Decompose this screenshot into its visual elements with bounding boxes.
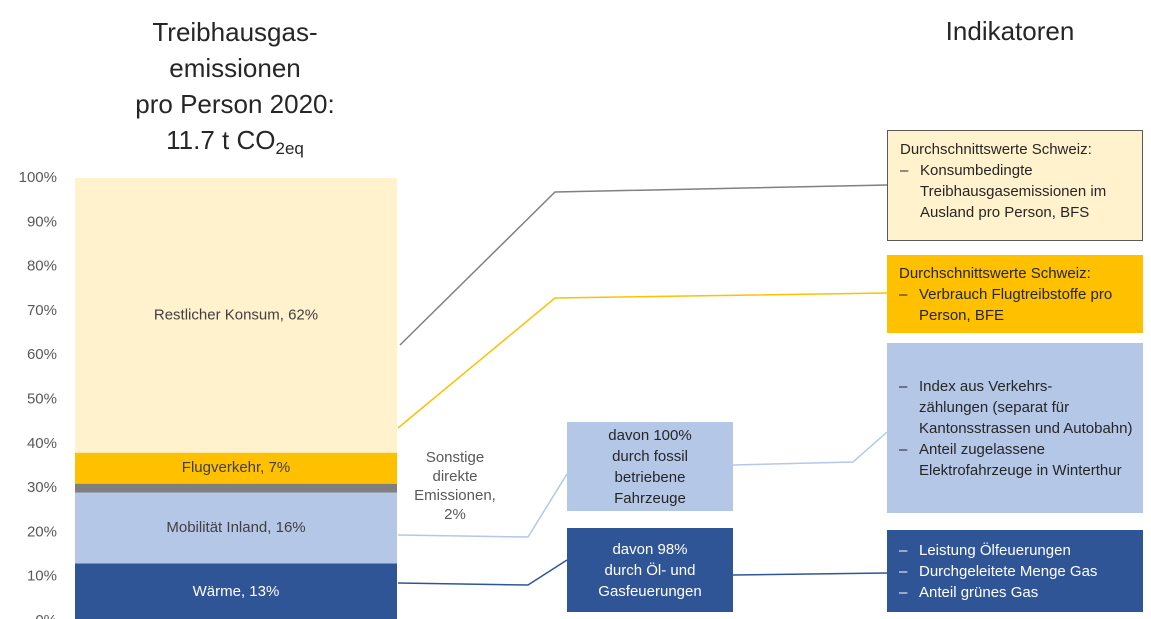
item-list: Index aus Verkehrs- zählungen (separat f… <box>899 376 1133 481</box>
note-box: davon 100% durch fossil betriebene Fahrz… <box>567 422 733 511</box>
item-list: Leistung ÖlfeuerungenDurchgeleitete Meng… <box>899 540 1097 603</box>
y-tick-label: 90% <box>27 213 57 230</box>
indicator-box: Durchschnittswerte Schweiz: Verbrauch Flu… <box>887 255 1143 333</box>
bar-segment <box>75 483 397 493</box>
chart-title: Treibhausgas- emissionen pro Person 2020… <box>90 14 380 167</box>
y-tick-label: 70% <box>27 302 57 319</box>
value-label: Sonstige direkte Emissionen, 2% <box>414 449 496 523</box>
value-label: Wärme, 13% <box>193 583 280 600</box>
y-tick-label: 0% <box>35 612 57 619</box>
bar-segment <box>75 452 397 484</box>
connector <box>397 559 568 586</box>
box-content: Index aus Verkehrs- zählungen (separat f… <box>899 376 1133 481</box>
y-tick-label: 50% <box>27 390 57 407</box>
list-item: Leistung Ölfeuerungen <box>899 540 1097 561</box>
connector <box>732 572 888 576</box>
value-label: Mobilität Inland, 16% <box>166 519 305 536</box>
note-box: davon 98% durch Öl- und Gasfeuerungen <box>567 528 733 612</box>
indicator-box: Durchschnittswerte Schweiz: Konsumbedingt… <box>887 130 1143 241</box>
box-heading: Durchschnittswerte Schweiz: <box>900 141 1092 158</box>
connector <box>732 431 888 466</box>
list-item: Index aus Verkehrs- zählungen (separat f… <box>899 376 1133 439</box>
value-label: Restlicher Konsum, 62% <box>154 306 318 323</box>
connector <box>397 292 888 429</box>
y-tick-label: 20% <box>27 523 57 540</box>
y-tick-label: 60% <box>27 346 57 363</box>
list-item: Konsumbedingte Treibhausgasemissionen im… <box>900 160 1132 223</box>
item-list: Konsumbedingte Treibhausgasemissionen im… <box>900 160 1132 223</box>
box-content: Durchschnittswerte Schweiz: Verbrauch Flu… <box>899 263 1133 326</box>
connectors <box>397 184 888 586</box>
item-list: Verbrauch Flugtreibstoffe pro Person, BF… <box>899 284 1133 326</box>
list-item: Durchgeleitete Menge Gas <box>899 561 1097 582</box>
connector <box>397 473 568 538</box>
title-subscript: 2eq <box>275 139 304 158</box>
value-label: Flugverkehr, 7% <box>182 459 290 476</box>
indicator-box: Leistung ÖlfeuerungenDurchgeleitete Meng… <box>887 530 1143 612</box>
indicators-heading: Indikatoren <box>945 16 1075 46</box>
y-tick-label: 30% <box>27 479 57 496</box>
y-tick-label: 80% <box>27 258 57 275</box>
bar-segment <box>75 492 397 564</box>
box-content: Durchschnittswerte Schweiz: Konsumbedingt… <box>900 139 1132 223</box>
list-item: Verbrauch Flugtreibstoffe pro Person, BF… <box>899 284 1133 326</box>
box-content: Leistung ÖlfeuerungenDurchgeleitete Meng… <box>899 540 1097 603</box>
y-tick-label: 100% <box>19 169 57 186</box>
y-tick-label: 10% <box>27 568 57 585</box>
list-item: Anteil grünes Gas <box>899 582 1097 603</box>
box-heading: Durchschnittswerte Schweiz: <box>899 265 1091 282</box>
bar-segment <box>75 563 397 619</box>
list-item: Anteil zugelassene Elektrofahrzeuge in W… <box>899 439 1133 481</box>
connector <box>399 184 888 346</box>
indicator-box: Index aus Verkehrs- zählungen (separat f… <box>887 343 1143 513</box>
y-tick-label: 40% <box>27 435 57 452</box>
title-text: Treibhausgas- emissionen pro Person 2020… <box>135 17 335 155</box>
bar-segment <box>75 178 397 453</box>
